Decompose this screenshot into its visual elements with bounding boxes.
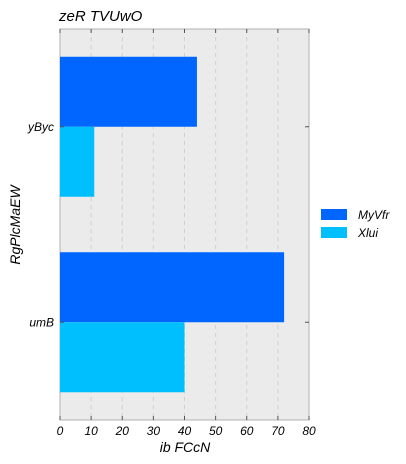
bar-MyVfr-yByc <box>60 56 197 127</box>
x-tick-label: 60 <box>240 424 254 438</box>
legend: MyVfr Xlui <box>321 208 390 240</box>
y-axis-label: RgPlcMaEW <box>7 184 23 265</box>
legend-swatch <box>321 227 347 238</box>
chart-title: zeR TVUwO <box>58 8 143 25</box>
bar-MyVfr-umB <box>60 252 285 323</box>
legend-swatch <box>321 209 347 220</box>
y-tick-label: umB <box>29 315 54 329</box>
x-tick-label: 70 <box>271 424 285 438</box>
x-tick-label: 50 <box>209 424 223 438</box>
x-tick-label: 10 <box>84 424 98 438</box>
bars <box>60 56 285 393</box>
x-tick-label: 30 <box>147 424 161 438</box>
x-tick-label: 0 <box>57 424 64 438</box>
bar-Xlui-yByc <box>60 126 95 197</box>
legend-label: MyVfr <box>358 208 390 222</box>
y-axis-ticks: yByc umB <box>27 120 309 329</box>
x-tick-label: 20 <box>115 424 130 438</box>
y-tick-label: yByc <box>27 120 54 134</box>
x-tick-label: 80 <box>302 424 316 438</box>
x-tick-label: 40 <box>178 424 192 438</box>
x-axis-label: ib FCcN <box>160 439 211 455</box>
legend-label: Xlui <box>357 226 378 240</box>
bar-Xlui-umB <box>60 322 185 393</box>
x-axis-ticks: 0 10 20 30 40 50 60 70 80 <box>57 29 316 438</box>
